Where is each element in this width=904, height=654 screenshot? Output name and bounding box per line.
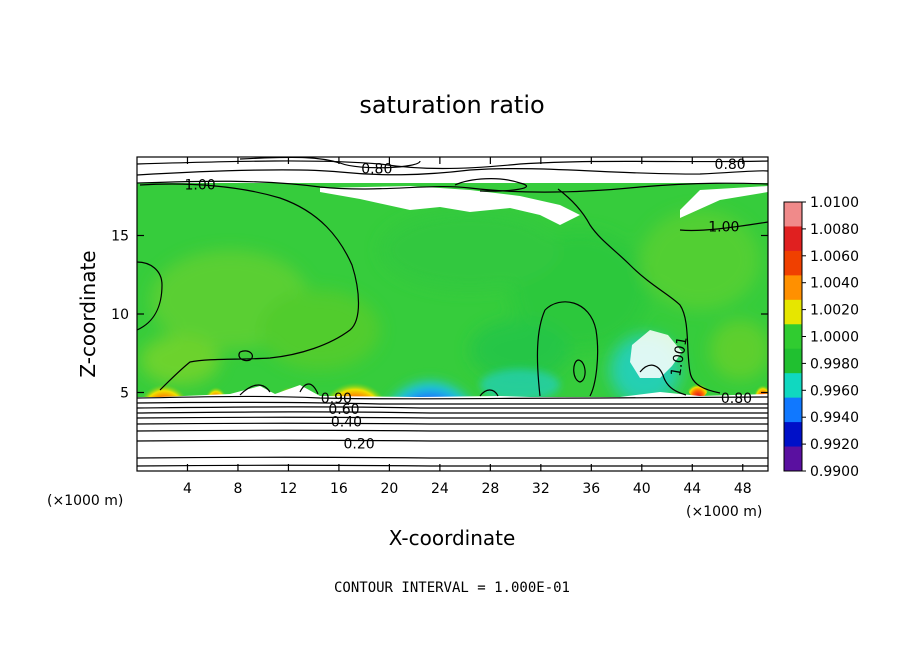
x-tick-label: 4 [183,481,192,497]
contour-label: 1.001 [668,335,691,377]
colorbar-swatch [784,324,802,350]
contour-label: 0.80 [715,157,746,173]
colorbar-swatch [784,226,802,252]
colorbar-swatch [784,446,802,472]
y-ticks: 5 10 15 [111,229,768,402]
ground-fringe [137,385,768,405]
contour-label: 0.90 [321,391,352,407]
colorbar-swatch [784,422,802,448]
white-gap-top [320,186,580,225]
contour-label: 0.80 [361,162,392,178]
white-patch-right [630,330,682,378]
x-tick-label: 16 [330,481,348,497]
colorbar-swatch [784,373,802,399]
chart-title: saturation ratio [359,91,544,119]
y-tick-label: 5 [120,386,129,402]
colorbar-swatch [784,202,802,227]
colorbar-label: 0.9920 [810,437,859,453]
hot-spot-5 [688,378,708,398]
colorbar-label: 0.9980 [810,356,859,372]
x-tick-label: 24 [431,481,449,497]
colorbar-swatch [784,397,802,423]
colorbar-label: 1.0000 [810,330,859,346]
x-tick-label: 20 [380,481,398,497]
x-tick-label: 28 [481,481,499,497]
x-tick-label: 12 [280,481,298,497]
white-gap-right [680,186,768,218]
contour-label: 0.80 [721,391,752,407]
contour-label: 0.60 [328,402,359,418]
colorbar-label: 0.9900 [810,464,859,480]
colorbar-swatch [784,275,802,301]
x-tick-label: 40 [633,481,651,497]
colorbar-label: 1.0020 [810,303,859,319]
colorbar-label: 1.0080 [810,222,859,238]
colorbar-swatch [784,250,802,276]
x-tick-label: 8 [233,481,242,497]
colorbar-label: 1.0040 [810,276,859,292]
colorbar-swatch [784,348,802,374]
x-ticks: 4 8 12 16 20 24 28 32 36 40 44 48 [183,157,752,497]
contour-labels: 0.80 0.80 1.00 1.00 1.001 0.900.600.40 0.20 0.8… [185,157,753,452]
contour-label: 0.20 [344,436,375,452]
colorbar-label: 1.0100 [810,195,859,211]
contour-label: 1.00 [185,177,216,193]
x-tick-label: 32 [532,481,550,497]
x-tick-label: 36 [582,481,600,497]
x-tick-label: 48 [734,481,752,497]
plot-area [137,157,768,471]
colorbar-label: 1.0060 [810,249,859,265]
x-tick-label: 44 [683,481,701,497]
y-axis-label: Z-coordinate [76,250,100,377]
x-axis-label: X-coordinate [389,526,516,550]
contour-interval-footer: CONTOUR INTERVAL = 1.000E-01 [334,580,570,596]
colorbar-swatch [784,299,802,325]
contour-label: 1.00 [708,220,739,236]
x-unit-left: (×1000 m) [47,493,123,509]
colorbar-label: 0.9940 [810,410,859,426]
colorbar: 1.0100 1.0080 1.0060 1.0040 1.0020 1.0000 0.99… [783,195,859,480]
y-tick-label: 10 [111,307,129,323]
y-tick-label: 15 [111,229,129,245]
contour-label: 0.40 [331,414,362,430]
x-unit-right: (×1000 m) [686,504,762,520]
colorbar-label: 0.9960 [810,383,859,399]
lower-dry-layer [137,397,768,471]
